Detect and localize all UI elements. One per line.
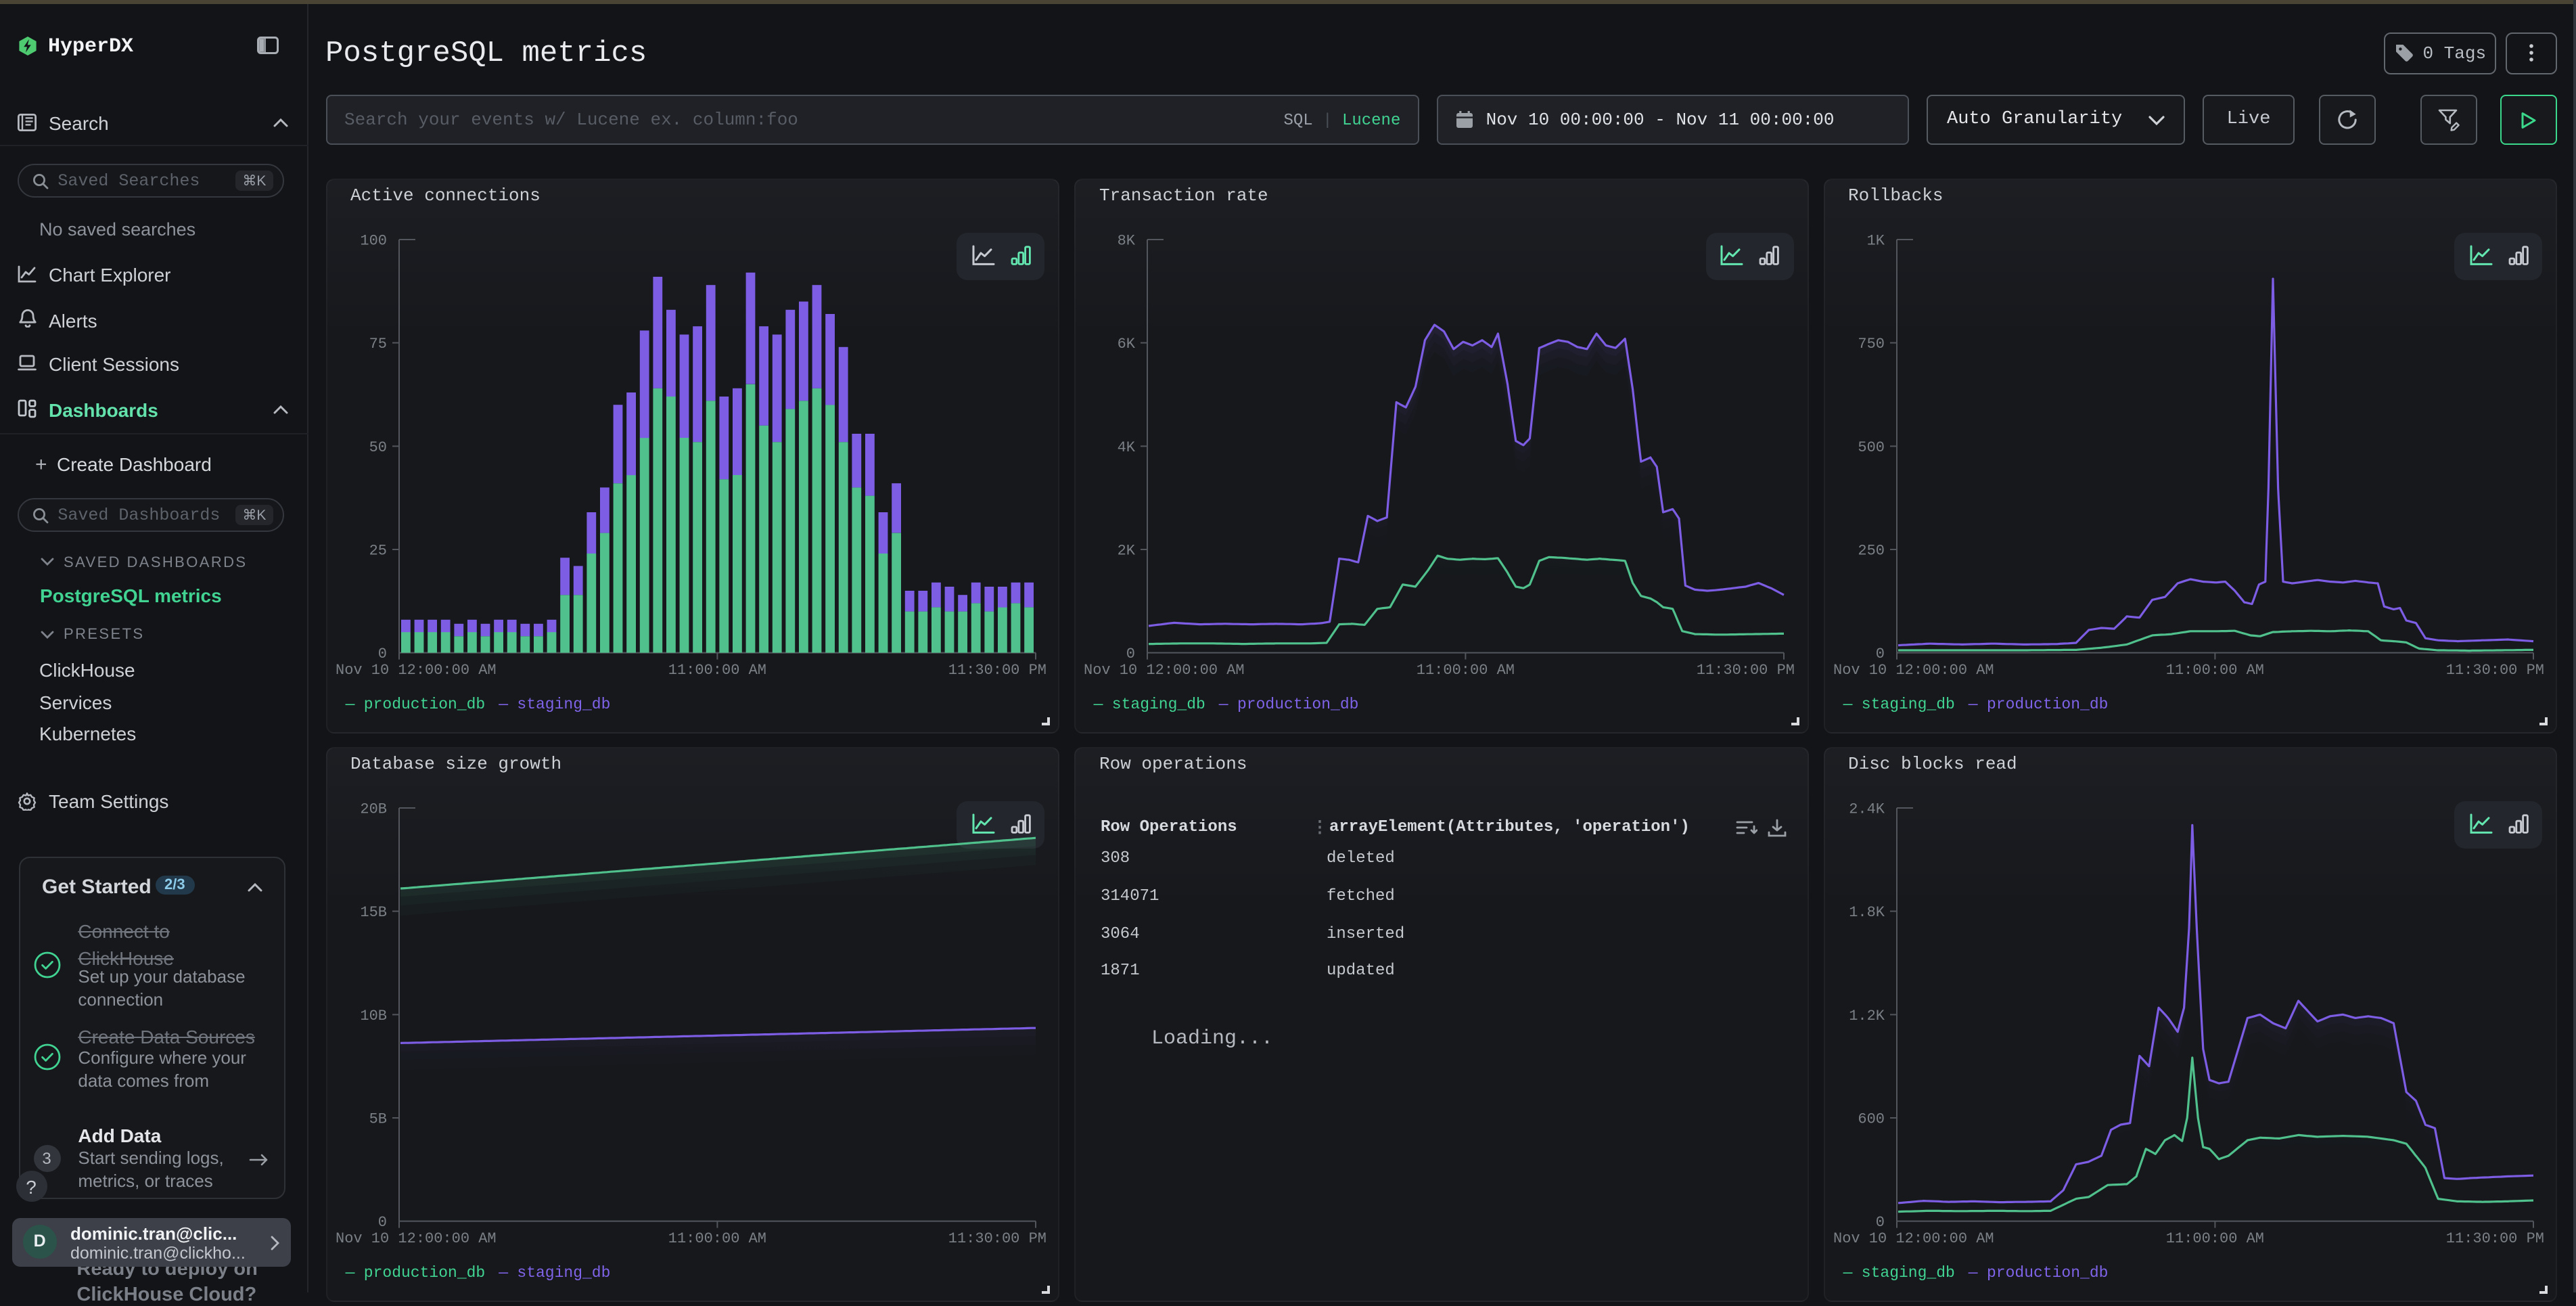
svg-text:0: 0: [1126, 646, 1135, 662]
svg-text:Nov 10 12:00:00 AM: Nov 10 12:00:00 AM: [1084, 662, 1245, 679]
svg-text:11:30:00 PM: 11:30:00 PM: [2445, 662, 2544, 679]
svg-text:staging_db: staging_db: [1861, 696, 1954, 713]
svg-text:—: —: [344, 696, 354, 713]
svg-text:—: —: [497, 1264, 507, 1282]
svg-text:production_db: production_db: [1986, 696, 2107, 713]
svg-text:8K: 8K: [1118, 233, 1136, 250]
svg-text:—: —: [1967, 1264, 1977, 1282]
svg-text:staging_db: staging_db: [516, 1264, 610, 1282]
svg-text:—: —: [344, 1264, 354, 1282]
svg-text:600: 600: [1857, 1111, 1884, 1128]
svg-text:6K: 6K: [1118, 336, 1136, 353]
svg-text:Nov 10 12:00:00 AM: Nov 10 12:00:00 AM: [1833, 662, 1994, 679]
svg-text:2K: 2K: [1118, 543, 1136, 560]
svg-text:11:00:00 AM: 11:00:00 AM: [668, 1230, 766, 1247]
svg-text:250: 250: [1857, 543, 1884, 560]
svg-text:—: —: [1093, 696, 1103, 713]
svg-text:1.8K: 1.8K: [1848, 904, 1885, 921]
svg-text:staging_db: staging_db: [1861, 1264, 1954, 1282]
svg-text:0: 0: [1875, 1214, 1884, 1231]
svg-text:11:00:00 AM: 11:00:00 AM: [1417, 662, 1515, 679]
svg-text:production_db: production_db: [1237, 696, 1358, 713]
svg-text:11:30:00 PM: 11:30:00 PM: [2445, 1230, 2544, 1247]
svg-text:11:00:00 AM: 11:00:00 AM: [2165, 662, 2263, 679]
svg-text:production_db: production_db: [363, 1264, 484, 1282]
svg-text:0: 0: [377, 646, 386, 662]
svg-text:10B: 10B: [359, 1008, 386, 1024]
svg-text:Nov 10 12:00:00 AM: Nov 10 12:00:00 AM: [335, 1230, 496, 1247]
svg-text:11:00:00 AM: 11:00:00 AM: [668, 662, 766, 679]
svg-text:15B: 15B: [359, 904, 386, 921]
svg-text:50: 50: [369, 439, 386, 456]
svg-text:100: 100: [359, 233, 386, 250]
svg-text:5B: 5B: [369, 1111, 386, 1128]
svg-text:500: 500: [1857, 439, 1884, 456]
svg-text:75: 75: [369, 336, 386, 353]
svg-text:—: —: [1218, 696, 1228, 713]
svg-text:production_db: production_db: [363, 696, 484, 713]
svg-text:2.4K: 2.4K: [1848, 801, 1885, 818]
svg-text:staging_db: staging_db: [516, 696, 610, 713]
svg-text:1.2K: 1.2K: [1848, 1008, 1885, 1024]
svg-text:20B: 20B: [359, 801, 386, 818]
svg-text:1K: 1K: [1866, 233, 1885, 250]
svg-text:11:30:00 PM: 11:30:00 PM: [948, 1230, 1046, 1247]
svg-text:production_db: production_db: [1986, 1264, 2107, 1282]
svg-text:—: —: [497, 696, 507, 713]
svg-text:750: 750: [1857, 336, 1884, 353]
svg-text:11:30:00 PM: 11:30:00 PM: [948, 662, 1046, 679]
svg-text:—: —: [1967, 696, 1977, 713]
svg-text:—: —: [1842, 1264, 1852, 1282]
svg-text:Nov 10 12:00:00 AM: Nov 10 12:00:00 AM: [335, 662, 496, 679]
svg-text:Nov 10 12:00:00 AM: Nov 10 12:00:00 AM: [1833, 1230, 1994, 1247]
svg-text:0: 0: [377, 1214, 386, 1231]
svg-text:11:00:00 AM: 11:00:00 AM: [2165, 1230, 2263, 1247]
svg-text:25: 25: [369, 543, 386, 560]
svg-text:staging_db: staging_db: [1112, 696, 1205, 713]
svg-text:0: 0: [1875, 646, 1884, 662]
svg-text:4K: 4K: [1118, 439, 1136, 456]
svg-text:11:30:00 PM: 11:30:00 PM: [1697, 662, 1795, 679]
svg-text:—: —: [1842, 696, 1852, 713]
